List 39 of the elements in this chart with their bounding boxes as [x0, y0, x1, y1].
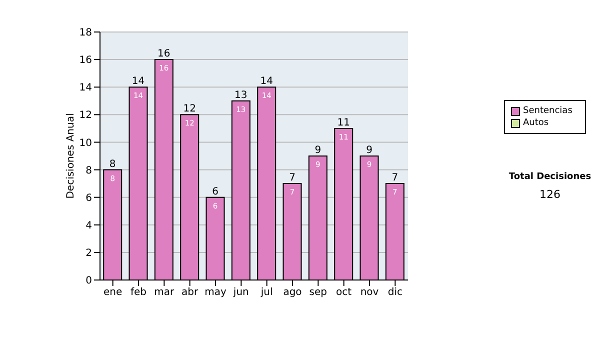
- x-tick-label: jul: [260, 287, 273, 298]
- y-tick-label: 4: [86, 220, 92, 232]
- x-tick-label: nov: [360, 287, 379, 298]
- total-label: 7: [392, 172, 398, 184]
- total-label: 14: [260, 76, 273, 88]
- y-tick-label: 0: [86, 276, 92, 287]
- total-label: 9: [314, 145, 322, 156]
- text: 126: [538, 188, 562, 201]
- total-label: 13: [234, 90, 248, 101]
- x-tick-label: dic: [388, 287, 402, 298]
- x-tick-label: oct: [336, 287, 352, 298]
- total-label: 11: [337, 117, 350, 128]
- y-tick-label: 10: [79, 138, 92, 149]
- total-label: 12: [183, 104, 196, 115]
- y-tick-label: 18: [79, 28, 92, 39]
- y-tick-label: 8: [86, 165, 92, 176]
- x-tick-label: jun: [232, 287, 249, 298]
- y-tick-label: 16: [79, 55, 92, 66]
- x-tick-label: ago: [283, 287, 302, 298]
- x-tick-label: ene: [104, 287, 122, 298]
- total-label: 7: [289, 172, 296, 184]
- total-label: 9: [366, 145, 372, 156]
- total-label: 8: [109, 158, 116, 170]
- y-axis-title: Decisiones Anual: [66, 113, 77, 199]
- text: Total Decisiones: [508, 172, 592, 182]
- total-label: 14: [132, 76, 145, 88]
- x-tick-label: abr: [182, 287, 200, 298]
- y-tick-label: 12: [79, 110, 92, 122]
- x-tick-label: may: [204, 287, 226, 298]
- x-tick-label: mar: [154, 287, 176, 298]
- x-tick-label: feb: [130, 287, 147, 298]
- legend-label: Autos: [523, 117, 549, 129]
- y-tick-label: 2: [86, 248, 92, 259]
- x-tick-label: sep: [309, 287, 328, 298]
- total-label: 16: [158, 48, 170, 60]
- total-label: 6: [212, 186, 218, 198]
- legend-label: Sentencias: [523, 105, 572, 117]
- y-tick-label: 14: [79, 82, 92, 94]
- y-tick-label: 6: [86, 192, 92, 204]
